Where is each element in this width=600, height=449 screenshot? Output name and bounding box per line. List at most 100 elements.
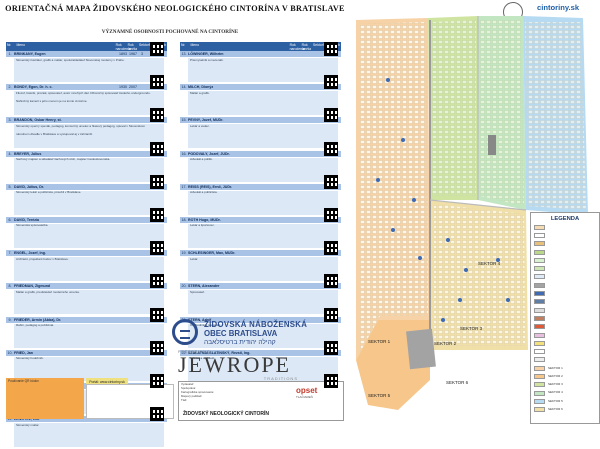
- notable-entry: 6. DAVID, Terézia Slovenská spisovateľka.: [6, 216, 167, 250]
- description-line: [188, 273, 338, 281]
- description-line: [14, 273, 164, 281]
- qr-code-icon[interactable]: [150, 340, 164, 355]
- legend-label: SEKTOR 1: [548, 366, 563, 370]
- legend-swatch: [534, 274, 545, 280]
- qr-code-icon[interactable]: [324, 373, 338, 388]
- qr-code-icon[interactable]: [150, 174, 164, 189]
- notable-name: DAVID, Július, Dr.: [14, 184, 45, 189]
- notable-entry: 3. BRANDON, Oskar Henry, st. Slovenský ope…: [6, 117, 167, 150]
- notable-nr: 12.: [7, 417, 13, 422]
- description-line: Maliar a grafik.: [190, 91, 210, 95]
- description-line: [14, 107, 164, 115]
- notable-description: Spisovateľ.: [188, 290, 338, 315]
- description-line: [188, 66, 338, 74]
- notable-row: 5. DAVID, Július, Dr.: [6, 183, 167, 190]
- qr-code-icon[interactable]: [324, 108, 338, 123]
- description-line: [14, 207, 164, 215]
- legend-item: [531, 331, 599, 339]
- qr-code-icon[interactable]: [324, 42, 338, 56]
- graves-orange: [360, 22, 428, 352]
- notable-entry: 7. ENGEL, Jozef, Ing. Architekt, projektan…: [6, 250, 167, 283]
- qr-code-icon[interactable]: [150, 373, 164, 388]
- qr-code-icon[interactable]: [150, 75, 164, 90]
- header-born: Rok narodenia: [115, 42, 131, 51]
- description-line: Lekár a športovec.: [190, 223, 215, 228]
- notables-subtitle: VÝZNAMNÉ OSOBNOSTI POCHOVANÉ NA CINTORÍN…: [101, 29, 239, 35]
- legend-swatch: [534, 324, 545, 330]
- qr-code-icon[interactable]: [150, 241, 164, 256]
- qr-code-image: [324, 42, 338, 56]
- description-line: [14, 306, 164, 314]
- description-line: [188, 166, 338, 174]
- notable-description: Rabín, pedagóg a publicista.: [14, 323, 164, 348]
- qr-code-icon[interactable]: [324, 75, 338, 90]
- notable-entry: 2. BONDY, Egon, Dr. h. c. 1930 2007 Filozof,…: [6, 84, 167, 117]
- notable-row: 13. LÖWINGER, Wilhelm: [180, 51, 341, 57]
- header-died: Rok úmrtia: [127, 42, 138, 51]
- description-line: [14, 298, 164, 306]
- notable-row: 4. BREYER, Július: [6, 150, 167, 157]
- zno-emblem-icon: [172, 319, 198, 345]
- notable-sector: 3: [141, 52, 143, 56]
- cemetery-map[interactable]: SEKTOR 1 SEKTOR 2 SEKTOR 3 SEKTOR 4 SEKT…: [348, 0, 600, 425]
- sector-label: SEKTOR 6: [446, 380, 469, 385]
- qr-code-icon[interactable]: [150, 407, 164, 422]
- qr-code-icon[interactable]: [150, 141, 164, 156]
- legend-item: [531, 306, 599, 314]
- description-line: [188, 132, 338, 140]
- notable-row: 7. ENGEL, Jozef, Ing.: [6, 250, 167, 257]
- zno-line2: OBEC BRATISLAVA: [204, 329, 278, 338]
- notable-description: Maliar a grafik.: [188, 91, 338, 116]
- qr-code-icon[interactable]: [324, 340, 338, 355]
- qr-code-image: [324, 108, 338, 123]
- description-line: Rabín, pedagóg a publicista.: [16, 323, 55, 327]
- qr-code-image: [324, 75, 338, 90]
- qr-code-icon[interactable]: [150, 207, 164, 222]
- info-line: Spolupráca:: [181, 386, 196, 390]
- legend-swatch: [534, 390, 545, 396]
- path-cross: [429, 199, 527, 211]
- qr-code-icon[interactable]: [324, 141, 338, 156]
- description-line: Filozof, básnik, prozaik, spisovateľ, au…: [16, 91, 151, 95]
- description-line: Slovenský hudobník.: [16, 356, 44, 361]
- map-legend: LEGENDA SEKTOR 1 SEKTOR 2 SEKTOR 3 SEKTOR 4…: [530, 212, 600, 424]
- qr-code-icon[interactable]: [324, 207, 338, 222]
- notable-description: Slovenský hudobník.: [14, 356, 164, 381]
- notable-entry: 22. SZALATNAI-SLATINSKÝ, Rezső, Ing. Inžin…: [180, 349, 341, 383]
- publisher-info: Vydavateľ: Spolupráca: Kartografické spr…: [178, 381, 344, 421]
- table-header: Nr. Meno Rok narodenia Rok úmrtia Sektor…: [180, 42, 341, 51]
- description-line: [188, 99, 338, 107]
- notable-name: SCHLESINGER, Max, MUDr.: [188, 251, 236, 256]
- notable-name: BRINKANY, Eugen: [14, 52, 46, 56]
- legend-swatch: [534, 407, 545, 413]
- legend-label: SEKTOR 3: [548, 383, 563, 387]
- legend-swatch: [534, 299, 545, 305]
- qr-code-icon[interactable]: [324, 241, 338, 256]
- portal-bar: Portál: www.cintoriny.sk: [86, 378, 128, 384]
- qr-code-image: [150, 207, 164, 222]
- description-line: [14, 240, 164, 248]
- legend-item: [531, 298, 599, 306]
- notable-name: ROTH Hugo, MUDr.: [188, 217, 221, 222]
- qr-code-image: [324, 373, 338, 388]
- left-notables-table: Nr. Meno Rok narodenia Rok úmrtia Sektor…: [6, 42, 167, 449]
- qr-code-icon[interactable]: [324, 174, 338, 189]
- notable-nr: 8.: [8, 284, 12, 289]
- qr-code-image: [324, 174, 338, 189]
- notable-born: 1893: [119, 52, 127, 56]
- qr-code-icon[interactable]: [324, 307, 338, 322]
- notable-born: 1930: [119, 85, 127, 90]
- qr-code-icon[interactable]: [150, 274, 164, 289]
- qr-code-icon[interactable]: [150, 307, 164, 322]
- qr-code-icon[interactable]: [150, 108, 164, 123]
- notable-nr: 10.: [7, 350, 13, 355]
- notable-name: LENGYEL, Ede: [14, 417, 40, 422]
- qr-code-icon[interactable]: [150, 42, 164, 56]
- qr-code-image: [150, 407, 164, 422]
- legend-swatch: [534, 398, 545, 404]
- header-sector: Sektor: [313, 42, 323, 47]
- description-line: [188, 306, 338, 314]
- qr-code-icon[interactable]: [324, 274, 338, 289]
- notable-description: Šachový majster a skladateľ šachových úl…: [14, 157, 164, 182]
- jewrope-bottom: TRADITIONS: [263, 376, 298, 381]
